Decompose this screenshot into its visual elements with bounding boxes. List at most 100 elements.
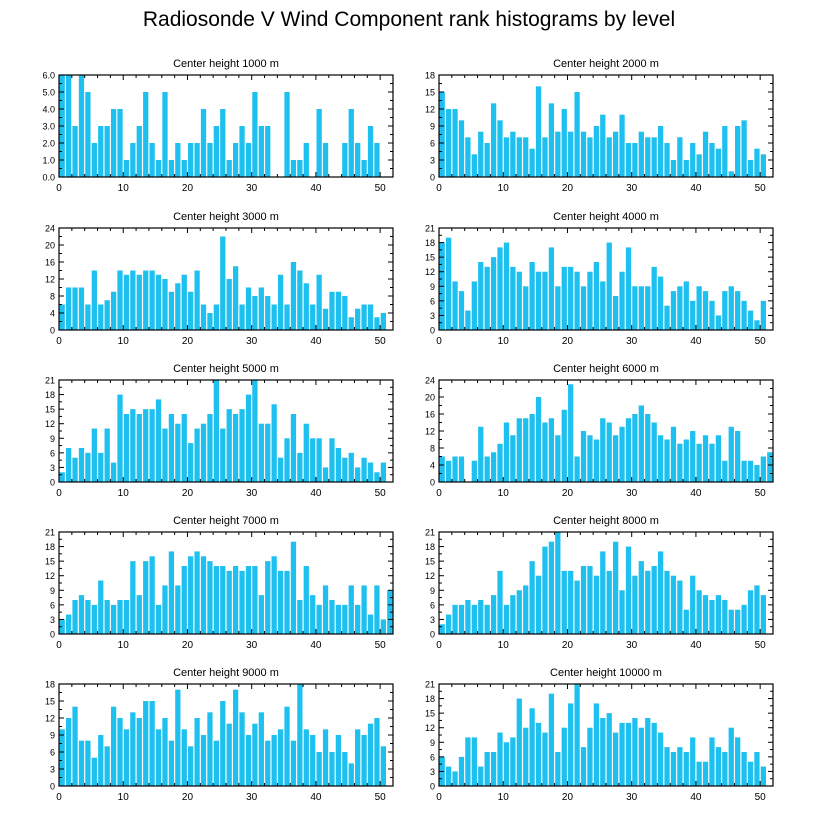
histogram-bar: [233, 143, 239, 177]
histogram-bar: [367, 126, 374, 177]
histogram-bar: [760, 456, 766, 482]
histogram-bar: [446, 614, 452, 634]
histogram-bar: [690, 143, 696, 177]
y-tick-label: 4: [50, 309, 55, 319]
x-tick-label: 20: [562, 640, 574, 651]
histogram-bar: [258, 126, 264, 177]
histogram-bar: [72, 457, 78, 482]
histogram-bar: [561, 109, 567, 177]
histogram-bar: [78, 448, 85, 482]
histogram-bar: [471, 460, 477, 482]
histogram-bar: [529, 561, 535, 634]
histogram-bar: [200, 109, 207, 177]
histogram-bar: [290, 541, 297, 634]
y-tick-label: 8: [430, 444, 435, 454]
histogram-bar: [361, 160, 367, 177]
histogram-bar: [78, 287, 85, 330]
histogram-bar: [66, 448, 72, 482]
histogram-bar: [143, 409, 149, 482]
histogram-bar: [348, 109, 354, 177]
histogram-bar: [510, 595, 516, 634]
histogram-bar: [123, 729, 130, 786]
histogram-bar: [335, 735, 342, 786]
histogram-bar: [342, 296, 348, 330]
histogram-bar: [670, 575, 677, 634]
panel-title: Center height 1000 m: [173, 58, 279, 70]
histogram-bar: [130, 270, 136, 330]
histogram-bar: [548, 418, 555, 482]
histogram-bar: [220, 701, 226, 786]
histogram-bar: [85, 92, 91, 177]
histogram-bar: [374, 585, 380, 634]
histogram-bar: [471, 281, 477, 330]
histogram-bar: [117, 394, 123, 482]
histogram-bar: [181, 160, 187, 177]
histogram-bar: [741, 120, 747, 177]
histogram-bar: [162, 428, 168, 482]
histogram-bar: [348, 317, 354, 330]
histogram-bar: [322, 585, 329, 634]
histogram-bar: [104, 126, 110, 177]
histogram-bar: [670, 291, 677, 330]
histogram-bar: [625, 546, 632, 634]
histogram-bar: [446, 766, 452, 786]
histogram-bar: [561, 266, 567, 330]
y-tick-label: 15: [425, 557, 435, 567]
histogram-bar: [162, 718, 168, 786]
histogram-bar: [580, 286, 587, 330]
y-tick-label: 12: [45, 419, 55, 429]
histogram-bar: [175, 585, 181, 634]
x-tick-label: 10: [118, 640, 130, 651]
x-tick-label: 40: [310, 336, 322, 347]
histogram-bar: [78, 740, 85, 786]
histogram-bar: [155, 604, 162, 634]
x-tick-label: 10: [118, 183, 130, 194]
histogram-bar: [722, 291, 728, 330]
histogram-bar: [290, 262, 297, 330]
histogram-bar: [226, 409, 232, 482]
histogram-bar: [168, 551, 175, 634]
histogram-bar: [722, 600, 728, 634]
histogram-bar: [136, 126, 142, 177]
histogram-bar: [677, 443, 683, 482]
histogram-bar: [625, 418, 632, 482]
x-tick-label: 50: [375, 640, 387, 651]
histogram-bar: [715, 315, 722, 330]
x-tick-label: 40: [690, 640, 702, 651]
y-tick-label: 6: [430, 296, 435, 306]
histogram-bar: [322, 308, 329, 330]
histogram-bar: [670, 426, 677, 482]
histogram-bar: [78, 75, 85, 177]
histogram-bar: [446, 109, 452, 177]
histogram-bar: [207, 143, 213, 177]
histogram-bar: [110, 604, 117, 634]
histogram-bar: [683, 752, 689, 786]
histogram-bar: [168, 740, 175, 786]
histogram-bar: [342, 752, 348, 786]
histogram-bar: [181, 414, 187, 482]
histogram-bar: [104, 300, 110, 330]
histogram-bar: [548, 103, 555, 177]
histogram-bar: [613, 131, 619, 177]
y-tick-label: 9: [430, 738, 435, 748]
histogram-bar: [523, 418, 529, 482]
histogram-bar: [207, 561, 213, 634]
histogram-bar: [747, 310, 754, 330]
histogram-bar: [194, 270, 200, 330]
histogram-bar: [600, 718, 606, 786]
histogram-bar: [638, 405, 644, 482]
histogram-bar: [213, 740, 219, 786]
histogram-bar: [580, 131, 587, 177]
panel-title: Center height 8000 m: [553, 515, 659, 527]
histogram-bar: [361, 735, 367, 786]
histogram-bar: [78, 595, 85, 634]
y-tick-label: 4.0: [42, 105, 55, 115]
histogram-bar: [490, 595, 497, 634]
histogram-bar: [535, 575, 542, 634]
histogram-bar: [503, 137, 510, 177]
y-tick-label: 9: [50, 586, 55, 596]
histogram-bar: [380, 462, 386, 482]
histogram-bar: [175, 423, 181, 482]
histogram-bar: [367, 304, 374, 330]
histogram-bar: [239, 712, 245, 786]
